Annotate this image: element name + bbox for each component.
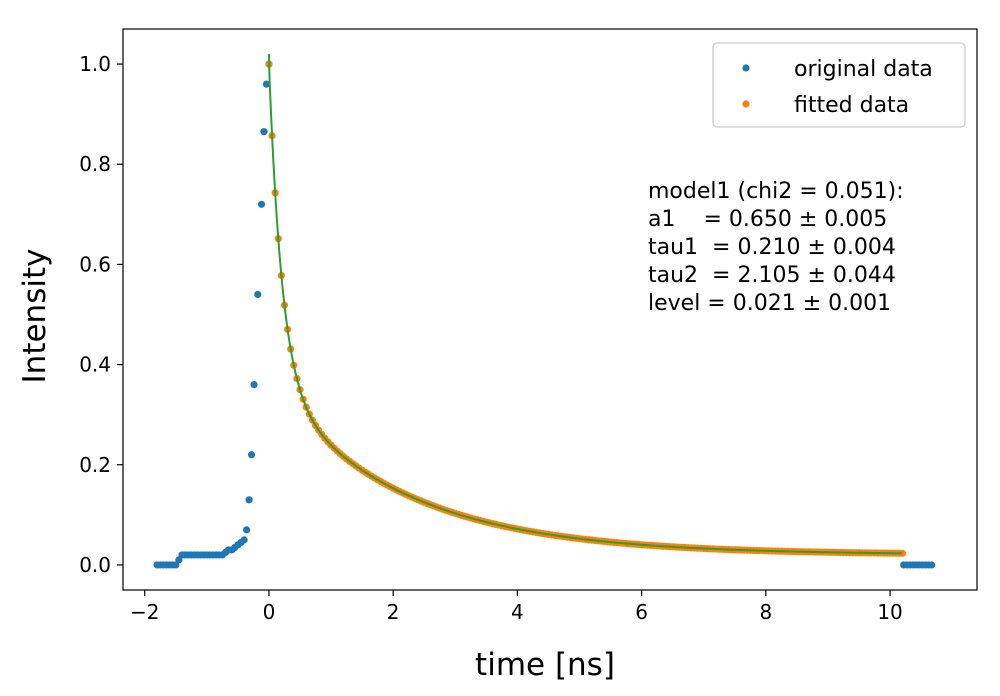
x-tick-label: 8 (759, 600, 772, 624)
original-data-point (240, 536, 248, 544)
y-tick-label: 1.0 (79, 52, 111, 76)
original-data-point (245, 496, 253, 504)
y-tick-label: 0.6 (79, 252, 111, 276)
fitted-data-point (898, 549, 907, 557)
annotation-line: model1 (chi2 = 0.051): (648, 179, 904, 204)
annotation-line: tau2 = 2.105 ± 0.044 (648, 263, 896, 288)
legend-marker-original (742, 64, 750, 72)
legend-label-original: original data (794, 57, 933, 82)
x-tick-label: 4 (511, 600, 524, 624)
fit-line (267, 54, 902, 555)
original-data-point (247, 451, 256, 459)
y-axis-label: Intensity (17, 249, 53, 384)
legend: original data fitted data (712, 42, 966, 128)
plot-frame (122, 28, 978, 591)
original-data-point (928, 561, 936, 569)
x-tick-label: 0 (263, 600, 276, 624)
original-data-point (250, 381, 258, 389)
original-data-point (257, 200, 266, 208)
fit-annotation: model1 (chi2 = 0.051): a1 = 0.650 ± 0.00… (648, 179, 904, 316)
annotation-line: tau1 = 0.210 ± 0.004 (648, 235, 896, 260)
legend-box (712, 42, 966, 128)
legend-label-fitted: fitted data (794, 93, 909, 118)
original-data-point (243, 526, 251, 534)
y-tick-label: 0.0 (79, 553, 111, 577)
original-data-point (254, 290, 262, 299)
axes-layer: −2 0 2 4 6 8 10 0.0 0.2 0.4 0.6 0.8 1.0 (79, 28, 978, 624)
legend-marker-fitted (742, 100, 750, 108)
x-axis-label: time [ns] (475, 647, 615, 683)
original-data-point (260, 128, 268, 136)
annotation-line: a1 = 0.650 ± 0.005 (648, 207, 887, 232)
x-tick-label: −2 (130, 600, 159, 624)
y-tick-label: 0.8 (79, 152, 111, 176)
y-tick-label: 0.4 (79, 353, 111, 377)
x-tick-label: 10 (877, 600, 902, 624)
data-layer (153, 54, 936, 569)
x-tick-label: 2 (387, 600, 400, 624)
y-tick-label: 0.2 (79, 453, 111, 477)
x-tick-label: 6 (635, 600, 648, 624)
annotation-line: level = 0.021 ± 0.001 (648, 291, 891, 316)
original-data-point (262, 80, 271, 88)
